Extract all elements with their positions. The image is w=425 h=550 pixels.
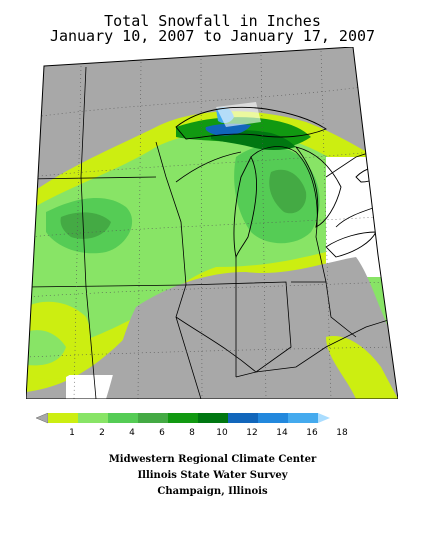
heavy-snow-michigan <box>269 169 307 214</box>
legend-swatch-4 <box>108 413 138 423</box>
snowfall-legend: 1 2 4 6 8 10 12 14 16 18 <box>36 413 348 438</box>
legend-swatch-10 <box>198 413 228 423</box>
legend-label-1: 1 <box>69 428 75 438</box>
latlon-grid <box>26 50 395 399</box>
credit-center: Midwestern Regional Climate Center <box>108 454 317 465</box>
legend-swatch-16 <box>288 413 318 423</box>
legend-label-2: 2 <box>99 428 105 438</box>
snowfall-map <box>26 47 398 399</box>
legend-label-12: 12 <box>246 428 257 438</box>
legend-label-16: 16 <box>306 428 318 438</box>
no-snow-south <box>106 257 398 399</box>
credit-survey: Illinois State Water Survey <box>137 470 288 481</box>
trace-southeast <box>326 336 398 399</box>
legend-swatch-2 <box>78 413 108 423</box>
legend-label-6: 6 <box>159 428 165 438</box>
legend-swatch-12 <box>228 413 258 423</box>
legend-label-8: 8 <box>189 428 195 438</box>
credit-location: Champaign, Illinois <box>157 486 268 497</box>
legend-swatch-14 <box>258 413 288 423</box>
lake-effect-deep-green <box>211 130 296 150</box>
legend-swatch-8 <box>168 413 198 423</box>
map-border <box>26 47 398 399</box>
legend-swatch-1 <box>48 413 78 423</box>
legend-label-10: 10 <box>216 428 228 438</box>
legend-label-14: 14 <box>276 428 288 438</box>
legend-swatch-below-1 <box>36 413 49 424</box>
lake-effect-blue <box>205 123 251 136</box>
legend-swatch-6 <box>138 413 168 423</box>
light-southwest <box>26 330 66 366</box>
state-borders <box>26 66 398 399</box>
heavy-snow-west <box>60 212 111 239</box>
map-date-range: January 10, 2007 to January 17, 2007 <box>49 27 376 45</box>
white-patch-east <box>326 157 398 277</box>
legend-label-4: 4 <box>129 428 135 438</box>
legend-swatch-above-18 <box>318 413 330 423</box>
map-title: Total Snowfall in Inches <box>104 12 321 30</box>
legend-label-18: 18 <box>336 428 348 438</box>
